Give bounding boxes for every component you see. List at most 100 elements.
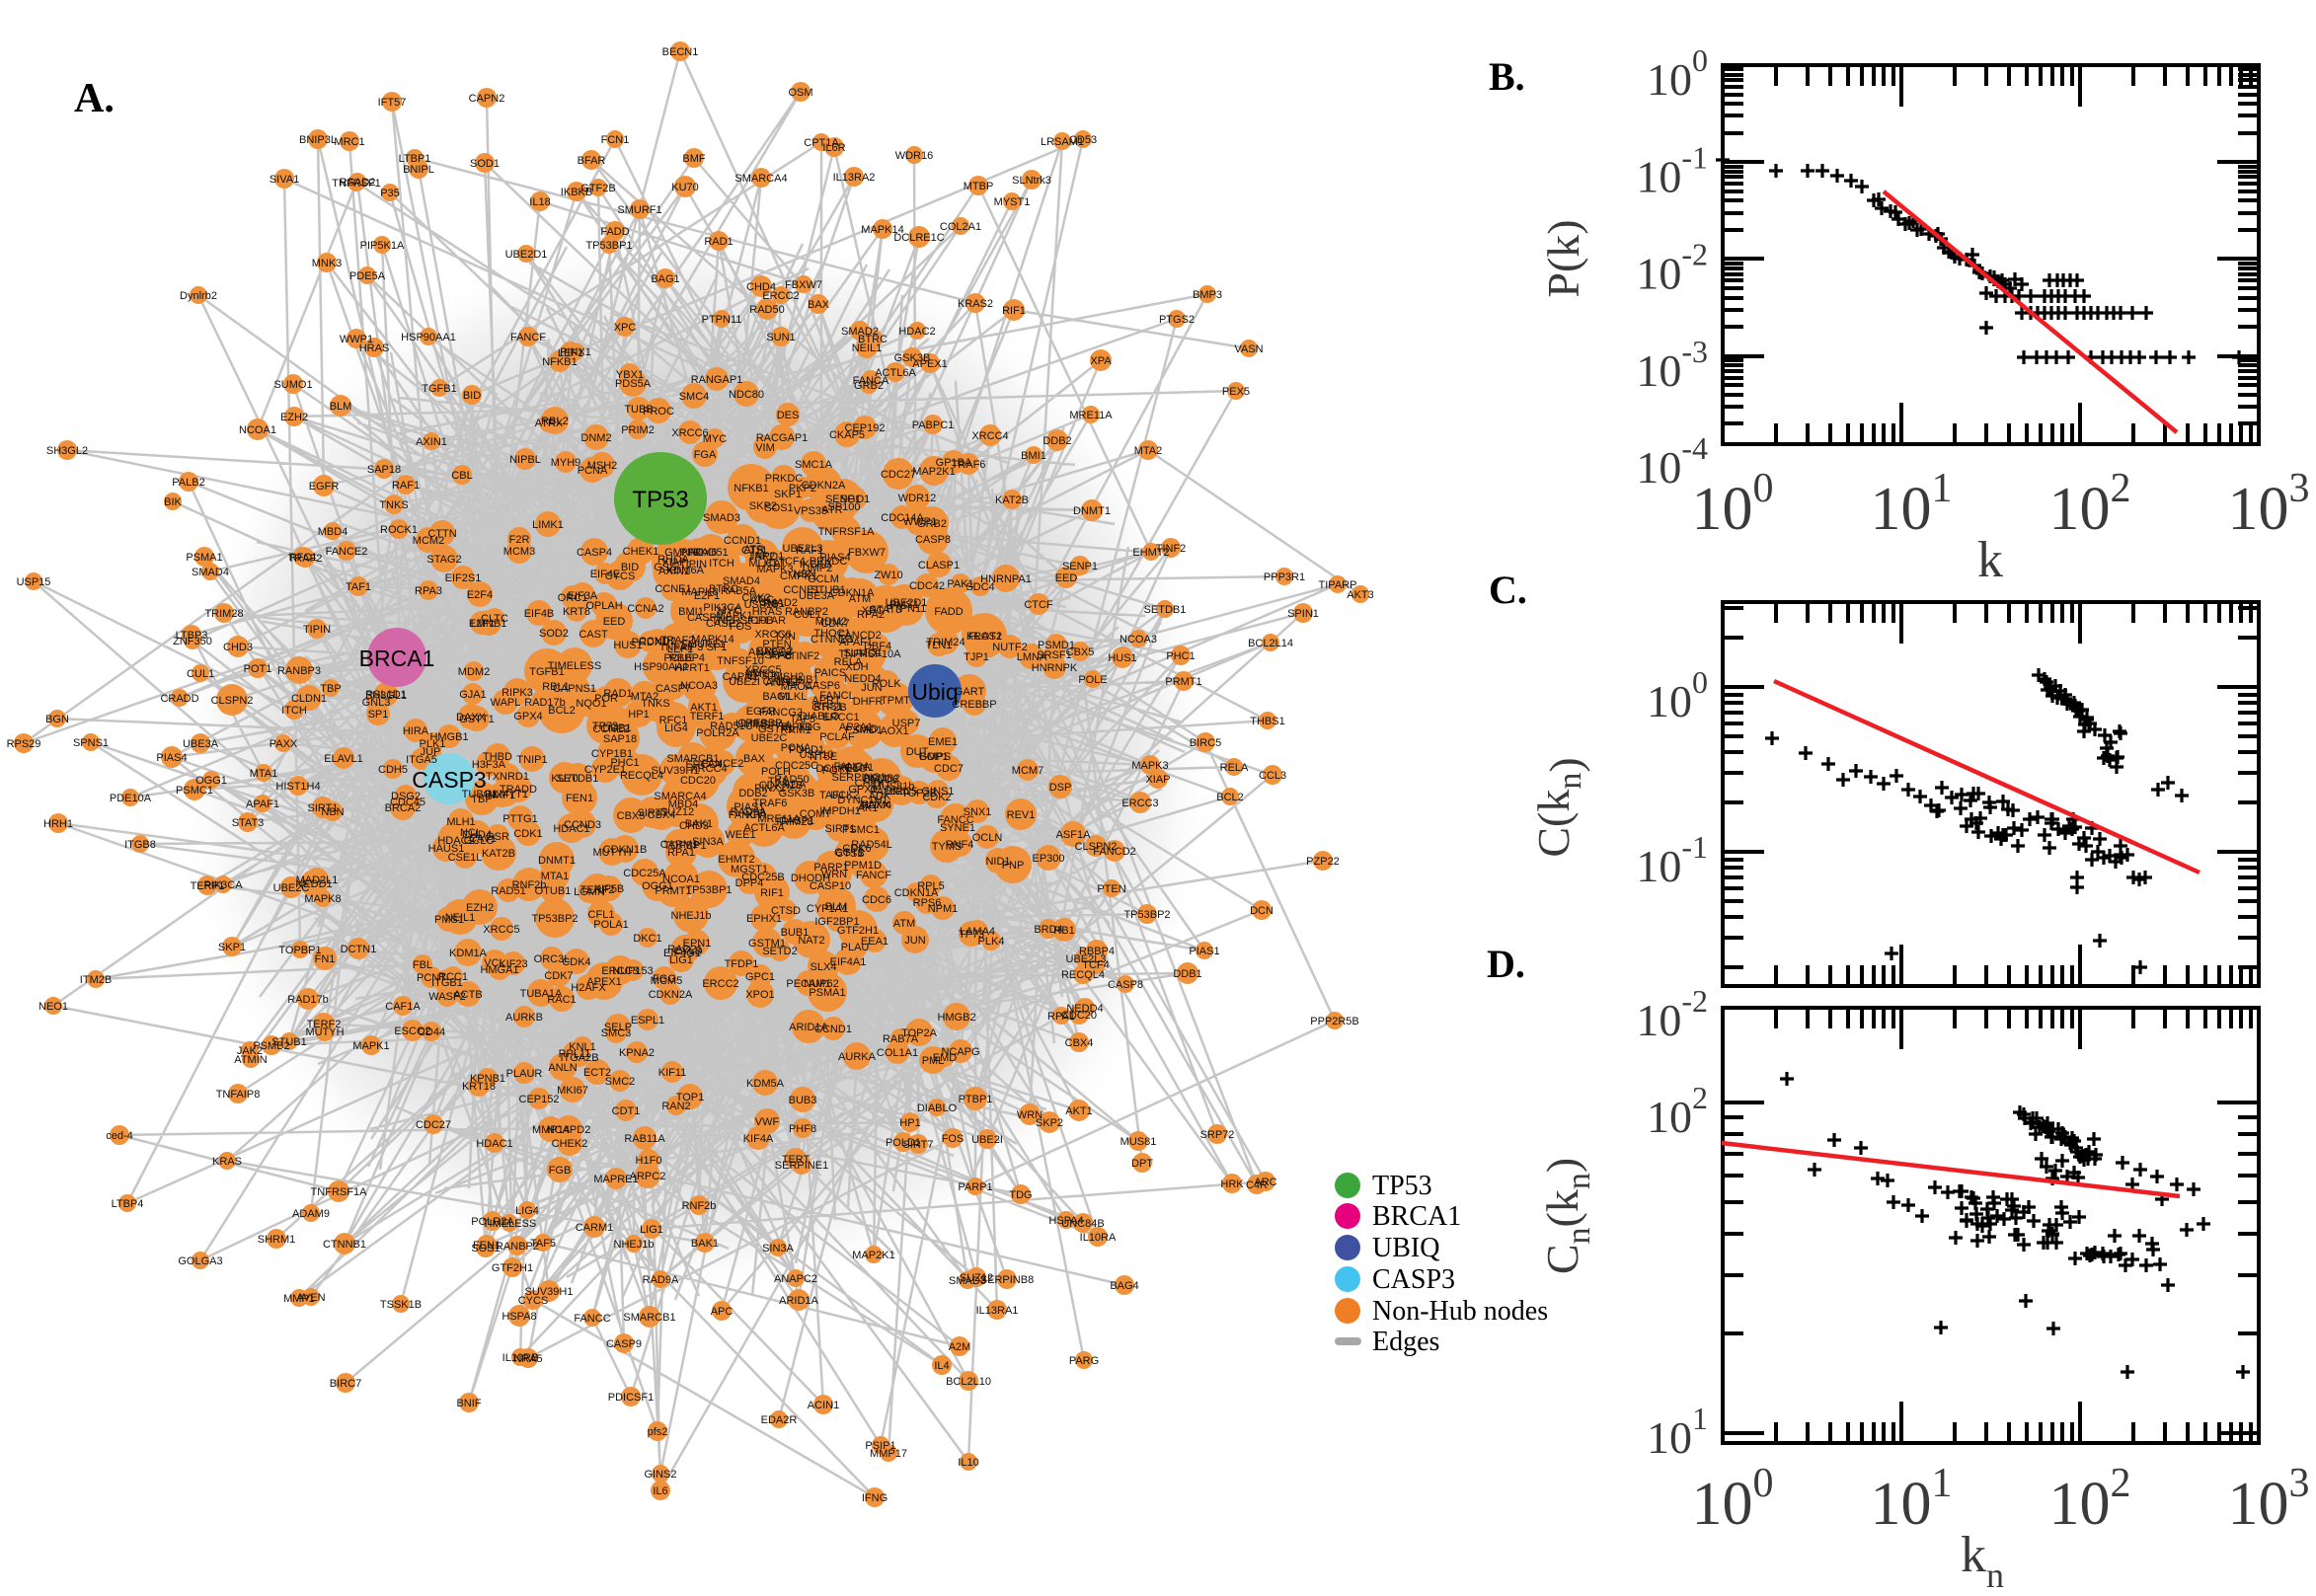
svg-text:TIPIN: TIPIN [679, 559, 707, 570]
svg-text:TP53BP1: TP53BP1 [585, 240, 632, 252]
svg-text:FADD: FADD [934, 606, 963, 618]
svg-text:FANCD2: FANCD2 [1093, 846, 1135, 858]
svg-text:RCC1: RCC1 [438, 971, 468, 983]
svg-text:BMI1: BMI1 [1021, 450, 1046, 462]
svg-text:DDB2: DDB2 [738, 788, 767, 799]
svg-text:PIAS1: PIAS1 [733, 801, 764, 813]
svg-text:LEF1: LEF1 [667, 644, 693, 655]
svg-text:BAK1: BAK1 [691, 1238, 719, 1250]
svg-text:PSMB2: PSMB2 [863, 773, 899, 785]
svg-text:BRCA2: BRCA2 [385, 802, 422, 814]
svg-text:MNK3: MNK3 [312, 258, 343, 269]
svg-text:AXIN1: AXIN1 [658, 566, 690, 577]
svg-text:BAG1: BAG1 [762, 691, 791, 703]
svg-text:F2R: F2R [509, 534, 530, 546]
svg-text:FOS: FOS [942, 1133, 965, 1145]
svg-text:FANCD2: FANCD2 [838, 630, 881, 642]
svg-text:RBBP4: RBBP4 [669, 652, 705, 664]
svg-text:JUN: JUN [904, 935, 925, 947]
svg-text:FANCL: FANCL [819, 690, 854, 702]
svg-text:CAPN2: CAPN2 [469, 93, 505, 105]
svg-text:TRIM28: TRIM28 [774, 816, 812, 828]
svg-text:HSPA4: HSPA4 [755, 720, 790, 731]
svg-text:DDB2: DDB2 [1042, 435, 1071, 447]
svg-text:BIRC5: BIRC5 [886, 786, 917, 798]
svg-text:ATIC: ATIC [750, 594, 774, 606]
svg-text:LAMA4: LAMA4 [960, 926, 995, 938]
svg-text:CDK1: CDK1 [513, 828, 542, 840]
svg-text:MTA2: MTA2 [1134, 445, 1163, 457]
svg-text:CAD: CAD [855, 723, 878, 735]
svg-text:GSR: GSR [486, 831, 509, 843]
svg-text:DES: DES [777, 410, 800, 421]
svg-text:TP53BP1: TP53BP1 [685, 884, 732, 896]
svg-text:RAD1: RAD1 [704, 236, 733, 248]
svg-text:PRDX1: PRDX1 [632, 637, 668, 648]
svg-text:SETDB1: SETDB1 [1144, 604, 1187, 616]
svg-text:TPMT: TPMT [881, 695, 910, 707]
svg-text:ERCC3: ERCC3 [601, 965, 638, 977]
svg-text:RAF1: RAF1 [392, 480, 420, 492]
svg-text:NUTF2: NUTF2 [992, 642, 1027, 653]
svg-text:SKP2: SKP2 [749, 500, 777, 512]
svg-text:MBD4: MBD4 [318, 526, 348, 538]
svg-text:MAD2L1: MAD2L1 [296, 874, 339, 886]
svg-text:SOD1: SOD1 [470, 158, 500, 170]
svg-text:APC: APC [770, 650, 793, 662]
svg-text:RECQL4: RECQL4 [620, 770, 663, 782]
svg-text:UBE2I: UBE2I [729, 676, 760, 688]
svg-text:CAV1: CAV1 [469, 833, 497, 845]
svg-text:NHEJ1b: NHEJ1b [671, 910, 712, 922]
svg-text:CPT1A: CPT1A [804, 137, 839, 149]
svg-text:XPC: XPC [614, 322, 637, 334]
svg-text:RNF4: RNF4 [946, 839, 974, 851]
svg-text:GINS2: GINS2 [644, 1469, 676, 1481]
svg-text:MBD4: MBD4 [668, 798, 699, 810]
svg-text:CASP10: CASP10 [810, 880, 851, 892]
svg-text:JUP: JUP [421, 746, 441, 758]
svg-text:BRCA2: BRCA2 [757, 646, 794, 657]
svg-text:GOLGA3: GOLGA3 [178, 1255, 222, 1267]
svg-text:RAD9A: RAD9A [643, 1274, 679, 1286]
svg-text:NPM1: NPM1 [928, 903, 959, 915]
svg-text:STAG2: STAG2 [426, 554, 461, 566]
svg-text:RSAD2: RSAD2 [340, 177, 376, 189]
svg-text:XPC: XPC [862, 605, 885, 617]
svg-text:JAK2: JAK2 [749, 551, 775, 563]
svg-text:XRCC5: XRCC5 [744, 664, 781, 676]
svg-text:GSK3B: GSK3B [779, 788, 815, 799]
svg-text:P35: P35 [380, 188, 400, 199]
svg-text:ARID1A: ARID1A [779, 1295, 818, 1307]
svg-text:FN1: FN1 [315, 953, 336, 965]
svg-text:MLH1: MLH1 [748, 558, 777, 570]
svg-text:CMPK1: CMPK1 [780, 570, 817, 582]
svg-text:FANCA: FANCA [834, 761, 871, 773]
svg-text:TIPIN: TIPIN [303, 624, 331, 636]
svg-text:OSM: OSM [788, 87, 812, 99]
svg-text:SUZ12: SUZ12 [660, 806, 694, 818]
svg-text:PKMYT1: PKMYT1 [485, 789, 528, 800]
svg-text:TGFB1: TGFB1 [422, 383, 456, 395]
svg-text:XRCC4: XRCC4 [690, 763, 727, 775]
svg-text:PTPN11: PTPN11 [887, 603, 927, 615]
svg-text:FANCA: FANCA [853, 375, 889, 387]
svg-text:CYLD: CYLD [673, 946, 702, 957]
svg-text:RB1: RB1 [1053, 925, 1074, 937]
svg-text:DCTN1: DCTN1 [341, 944, 377, 955]
svg-text:CCNE1: CCNE1 [655, 583, 691, 595]
svg-text:TCF4: TCF4 [778, 556, 806, 568]
svg-text:PDS5A: PDS5A [615, 378, 652, 390]
svg-text:KRAS2: KRAS2 [966, 631, 1002, 643]
svg-text:PCNT: PCNT [417, 972, 446, 984]
svg-text:UBIQ: UBIQ [1372, 1233, 1439, 1263]
svg-text:RNF2b: RNF2b [682, 1200, 717, 1212]
svg-text:FGG: FGG [653, 973, 676, 985]
svg-text:CDK7: CDK7 [820, 618, 849, 630]
svg-text:SMURF1: SMURF1 [680, 639, 725, 650]
svg-text:DDB1: DDB1 [1173, 968, 1201, 980]
svg-text:GTF2H1: GTF2H1 [837, 925, 879, 937]
svg-text:SUN1: SUN1 [766, 332, 795, 343]
svg-text:RPA1: RPA1 [667, 847, 695, 859]
svg-text:CDC7: CDC7 [934, 763, 964, 775]
svg-text:AKT3: AKT3 [1347, 589, 1374, 601]
